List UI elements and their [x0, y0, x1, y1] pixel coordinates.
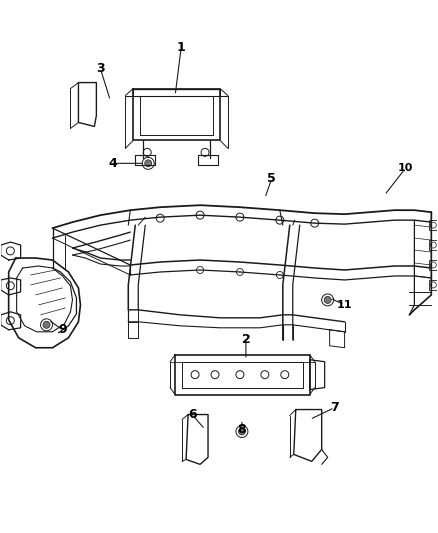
Text: 8: 8	[237, 423, 246, 436]
Circle shape	[145, 160, 152, 167]
Text: 4: 4	[108, 157, 117, 170]
Bar	[429, 220, 437, 230]
Text: 1: 1	[177, 41, 186, 54]
Bar	[429, 260, 437, 270]
Text: 5: 5	[268, 172, 276, 185]
Text: 10: 10	[398, 163, 413, 173]
Circle shape	[324, 296, 331, 303]
Text: 9: 9	[58, 324, 67, 336]
Text: 3: 3	[96, 62, 105, 75]
Circle shape	[238, 428, 245, 435]
Bar	[429, 240, 437, 250]
Bar	[429, 280, 437, 290]
Circle shape	[43, 321, 50, 328]
Text: 2: 2	[241, 333, 250, 346]
Text: 7: 7	[330, 401, 339, 414]
Text: 6: 6	[188, 408, 196, 421]
Text: 11: 11	[337, 300, 352, 310]
